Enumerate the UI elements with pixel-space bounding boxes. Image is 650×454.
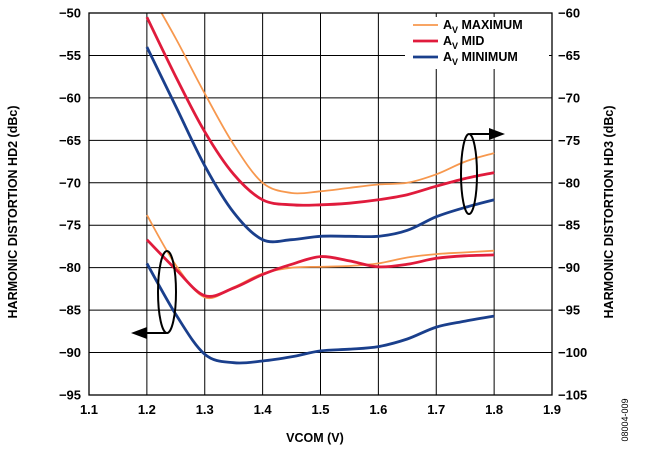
left-y-tick-label: −60 — [59, 90, 81, 105]
x-tick-label: 1.3 — [196, 402, 214, 417]
left-y-tick-label: −95 — [59, 388, 81, 403]
right-y-tick-label: −75 — [558, 133, 580, 148]
left-y-tick-label: −80 — [59, 260, 81, 275]
hd2-arrow-head — [131, 327, 147, 339]
hd2-minimum-line — [145, 262, 495, 365]
right-y-axis-label: HARMONIC DISTORTION HD3 (dBc) — [602, 106, 616, 319]
hd2-mid-line — [145, 238, 495, 298]
hd2-maximum-line — [146, 214, 495, 300]
hd3-mid-line — [145, 16, 495, 207]
left-y-tick-label: −70 — [59, 175, 81, 190]
right-y-tick-label: −65 — [558, 48, 580, 63]
x-tick-label: 1.8 — [485, 402, 503, 417]
x-tick-label: 1.2 — [138, 402, 156, 417]
x-tick-labels: 1.1 1.2 1.3 1.4 1.5 1.6 1.7 1.8 1.9 — [80, 402, 561, 417]
left-y-axis-label: HARMONIC DISTORTION HD2 (dBc) — [6, 106, 20, 319]
x-tick-label: 1.4 — [254, 402, 273, 417]
right-y-tick-label: −90 — [558, 260, 580, 275]
right-y-tick-label: −70 — [558, 90, 580, 105]
legend-entry: AV MID — [443, 34, 484, 51]
left-y-tick-label: −85 — [59, 303, 81, 318]
hd3-arrow-head — [489, 128, 505, 140]
left-y-tick-label: −55 — [59, 48, 81, 63]
hd3-group-ellipse — [460, 133, 478, 215]
hd3-maximum-line — [160, 13, 495, 195]
x-tick-label: 1.9 — [543, 402, 561, 417]
hd3-minimum-line — [145, 46, 495, 244]
figure-id: 08004-009 — [620, 398, 630, 441]
x-tick-label: 1.7 — [427, 402, 445, 417]
right-y-tick-label: −100 — [558, 345, 587, 360]
x-axis-label: VCOM (V) — [286, 431, 344, 445]
series-lines — [145, 13, 495, 365]
x-tick-label: 1.6 — [369, 402, 387, 417]
x-tick-label: 1.1 — [80, 402, 98, 417]
left-y-tick-label: −65 — [59, 133, 81, 148]
legend-entry: AV MINIMUM — [443, 50, 518, 67]
hd2-group-ellipse — [157, 250, 177, 334]
legend-entry: AV MAXIMUM — [443, 18, 523, 35]
left-y-tick-label: −75 — [59, 218, 81, 233]
right-y-tick-label: −105 — [558, 388, 587, 403]
right-y-tick-label: −60 — [558, 6, 580, 21]
right-y-tick-label: −85 — [558, 218, 580, 233]
plot-frame — [88, 12, 553, 396]
left-y-tick-label: −90 — [59, 345, 81, 360]
left-y-tick-labels: −50 −55 −60 −65 −70 −75 −80 −85 −90 −95 — [59, 6, 81, 403]
right-y-tick-label: −80 — [558, 175, 580, 190]
x-tick-label: 1.5 — [311, 402, 329, 417]
right-y-tick-labels: −60 −65 −70 −75 −80 −85 −90 −95 −100 −105 — [558, 6, 587, 403]
right-y-tick-label: −95 — [558, 303, 580, 318]
left-y-tick-label: −50 — [59, 6, 81, 21]
